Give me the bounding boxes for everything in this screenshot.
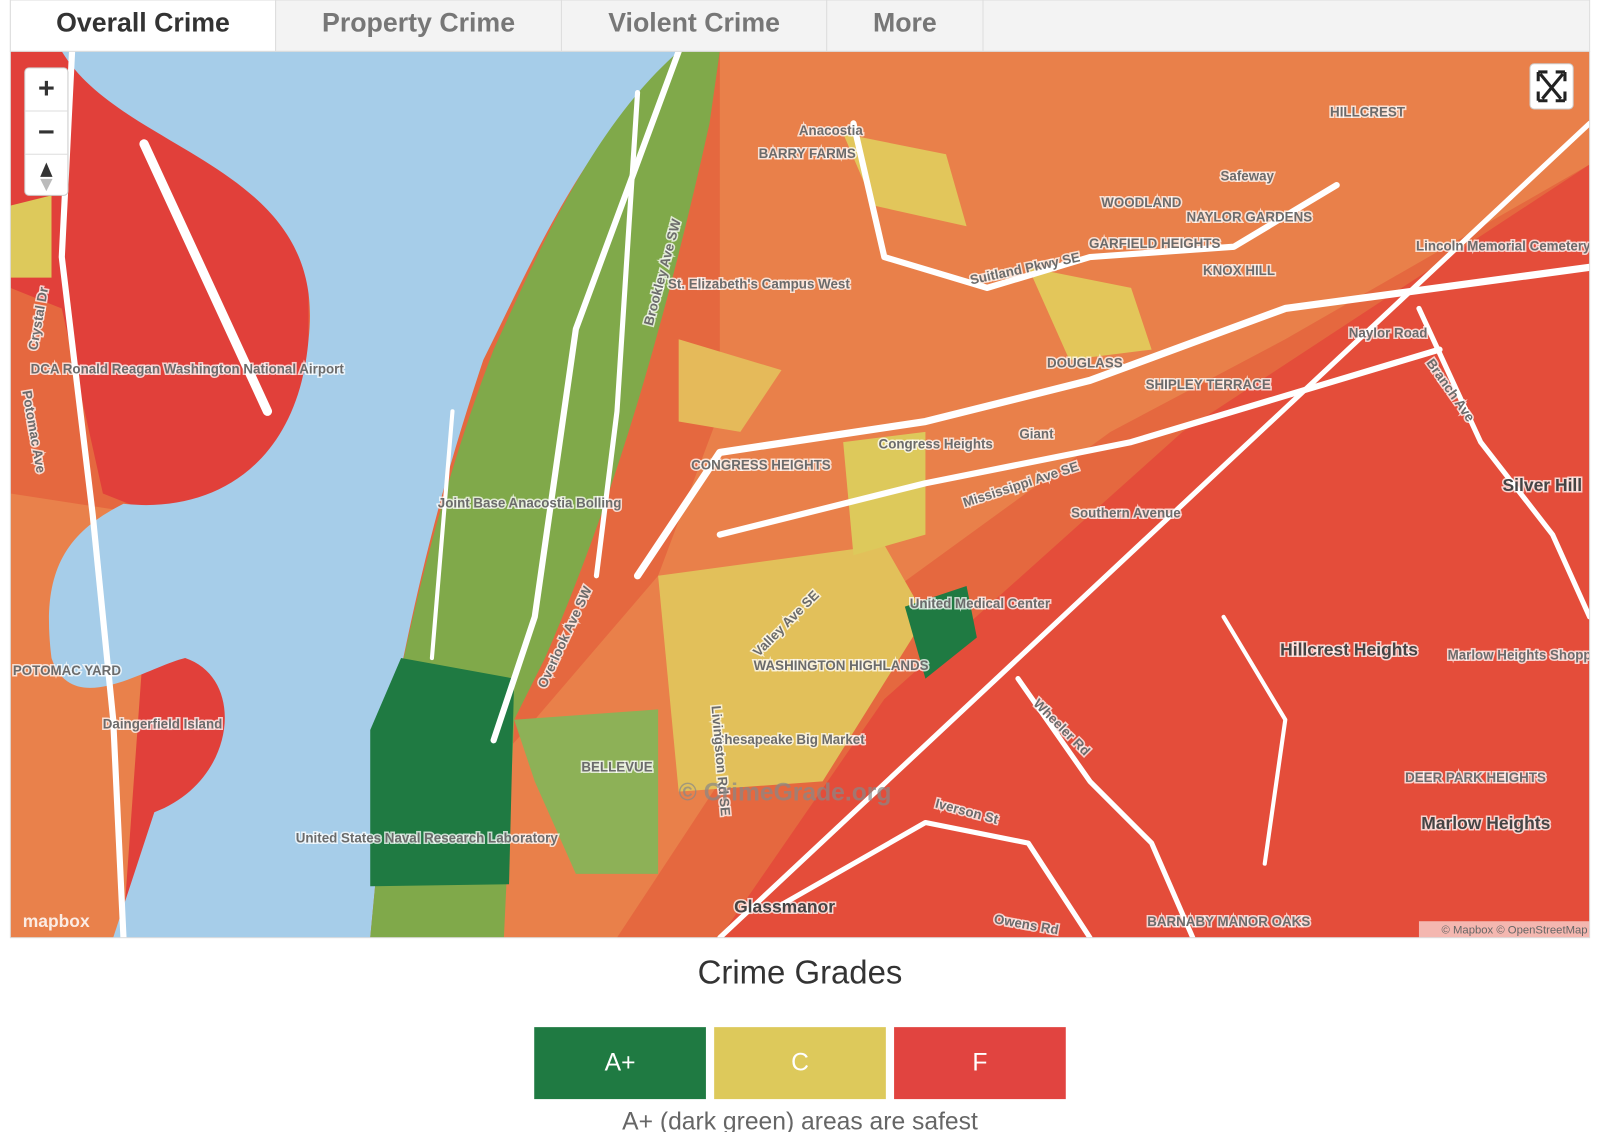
map-label: BARRY FARMS — [759, 146, 856, 161]
map-label: BARNABY MANOR OAKS — [1147, 914, 1310, 929]
map-label: HILLCREST — [1330, 105, 1406, 120]
map-label: Giant — [1019, 426, 1054, 441]
map-label: Safeway — [1221, 168, 1275, 183]
tab-label[interactable]: Violent Crime — [608, 8, 780, 38]
legend-grade: C — [791, 1050, 809, 1077]
zoom-out[interactable]: − — [38, 116, 55, 148]
legend-grade: F — [972, 1050, 987, 1077]
map-label: Lincoln Memorial Cemetery — [1416, 238, 1591, 253]
legend-swatch — [894, 1027, 1066, 1100]
tab-label[interactable]: Overall Crime — [56, 8, 230, 38]
map-label: BELLEVUE — [581, 760, 652, 775]
map-label: Silver Hill — [1503, 475, 1583, 495]
map-label: DOUGLASS — [1047, 355, 1123, 370]
tab[interactable] — [826, 0, 984, 52]
map-label: St. Elizabeth's Campus West — [668, 276, 850, 291]
map-label: WASHINGTON HIGHLANDS — [754, 658, 929, 673]
map-label: DEER PARK HEIGHTS — [1405, 770, 1546, 785]
zoom-control — [24, 67, 69, 196]
map-label: Anacostia — [799, 123, 863, 138]
map-label: KNOX HILL — [1203, 263, 1275, 278]
map-label: United States Naval Research Laboratory — [296, 831, 559, 846]
map: Silver Hill Hillcrest Heights Marlow Heigh… — [10, 51, 1600, 938]
map-label: WOODLAND — [1101, 195, 1181, 210]
tab[interactable] — [560, 0, 828, 52]
map-label: United Medical Center — [910, 596, 1050, 611]
map-label: Marlow Heights Shopping Center — [1448, 647, 1600, 662]
tab-label[interactable]: More — [873, 8, 937, 38]
attribution: © Mapbox © OpenStreetMap — [1442, 924, 1588, 936]
zoom-in[interactable]: + — [38, 73, 55, 105]
map-label: Southern Avenue — [1071, 506, 1181, 521]
map-label: GARFIELD HEIGHTS — [1089, 236, 1220, 251]
map-label: Glassmanor — [734, 896, 835, 916]
map-label: Naylor Road — [1349, 326, 1428, 341]
compass[interactable] — [40, 162, 53, 192]
legend-caption: A+ (dark green) areas are safest — [622, 1108, 978, 1132]
map-label: Marlow Heights — [1421, 813, 1550, 833]
legend-title: Crime Grades — [698, 953, 903, 990]
map-label: Daingerfield Island — [103, 716, 223, 731]
map-label: NAYLOR GARDENS — [1186, 210, 1312, 225]
map-label: Joint Base Anacostia Bolling — [438, 495, 622, 510]
fullscreen-button[interactable] — [1529, 63, 1574, 110]
legend-swatch — [534, 1027, 706, 1100]
map-label: DCA Ronald Reagan Washington National Ai… — [31, 362, 345, 377]
map-label: POTOMAC YARD — [13, 663, 121, 678]
mapbox-logo: mapbox — [23, 911, 90, 931]
legend-grade: A+ — [605, 1050, 636, 1077]
legend-swatch — [714, 1027, 886, 1100]
tab-label[interactable]: Property Crime — [322, 8, 515, 38]
tab[interactable] — [275, 0, 562, 52]
tab[interactable] — [9, 0, 277, 52]
map-label: Chesapeake Big Market — [715, 732, 866, 747]
map-label: Congress Heights — [879, 437, 993, 452]
map-label: SHIPLEY TERRACE — [1146, 377, 1271, 392]
map-label: CONGRESS HEIGHTS — [691, 457, 831, 472]
map-label: Hillcrest Heights — [1280, 639, 1418, 659]
watermark: © CrimeGrade.org — [679, 779, 892, 806]
